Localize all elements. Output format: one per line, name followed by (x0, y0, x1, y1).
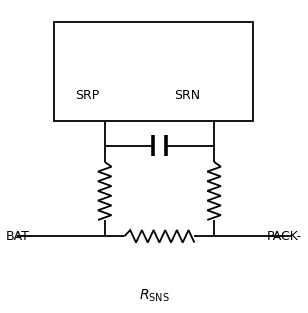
Text: SRN: SRN (174, 89, 200, 102)
Text: BAT-: BAT- (6, 230, 33, 243)
Text: $R_{\mathrm{SNS}}$: $R_{\mathrm{SNS}}$ (139, 288, 169, 304)
Text: SRP: SRP (75, 89, 100, 102)
Text: PACK-: PACK- (267, 230, 302, 243)
Bar (54, 22, 253, 121)
